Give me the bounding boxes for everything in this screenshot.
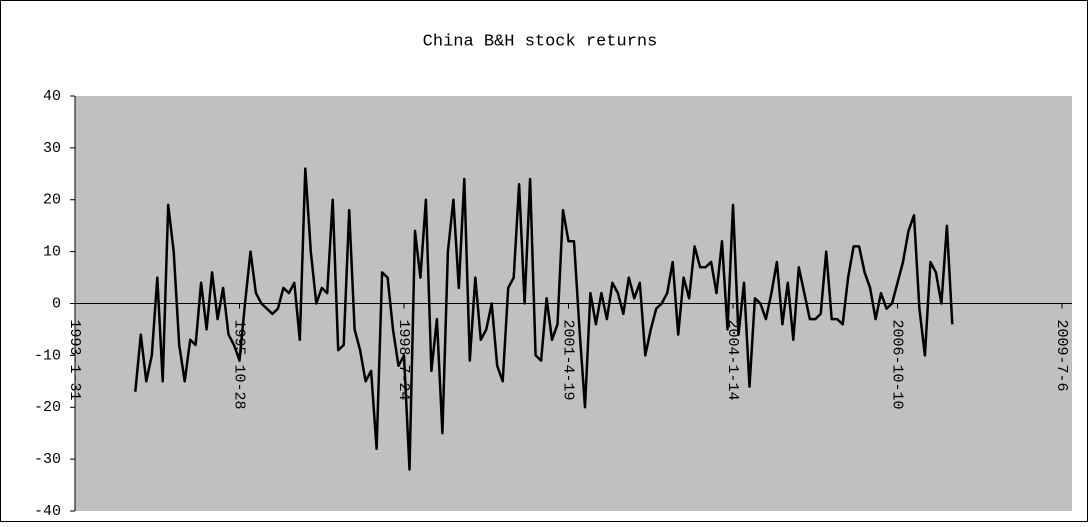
y-tick-label: -20 [34,399,61,416]
y-tick-label: -10 [34,347,61,364]
y-tick-label: -40 [34,503,61,520]
x-tick-label: 2001-4-19 [560,320,577,401]
chart-title: China B&H stock returns [423,32,658,51]
y-tick-label: -30 [34,451,61,468]
x-tick-label: 1993-1-31 [66,320,83,401]
x-tick-label: 2004-1-14 [724,320,741,401]
y-tick-label: 20 [43,192,61,209]
y-tick-label: 10 [43,244,61,261]
y-tick-label: 40 [43,88,61,105]
data-line [134,167,954,471]
x-tick-label: 1995-10-28 [231,320,248,410]
x-tick-label: 2009-7-6 [1053,320,1070,392]
x-tick-label: 2006-10-10 [889,320,906,410]
y-tick-label: 0 [52,295,61,312]
y-tick-label: 30 [43,140,61,157]
